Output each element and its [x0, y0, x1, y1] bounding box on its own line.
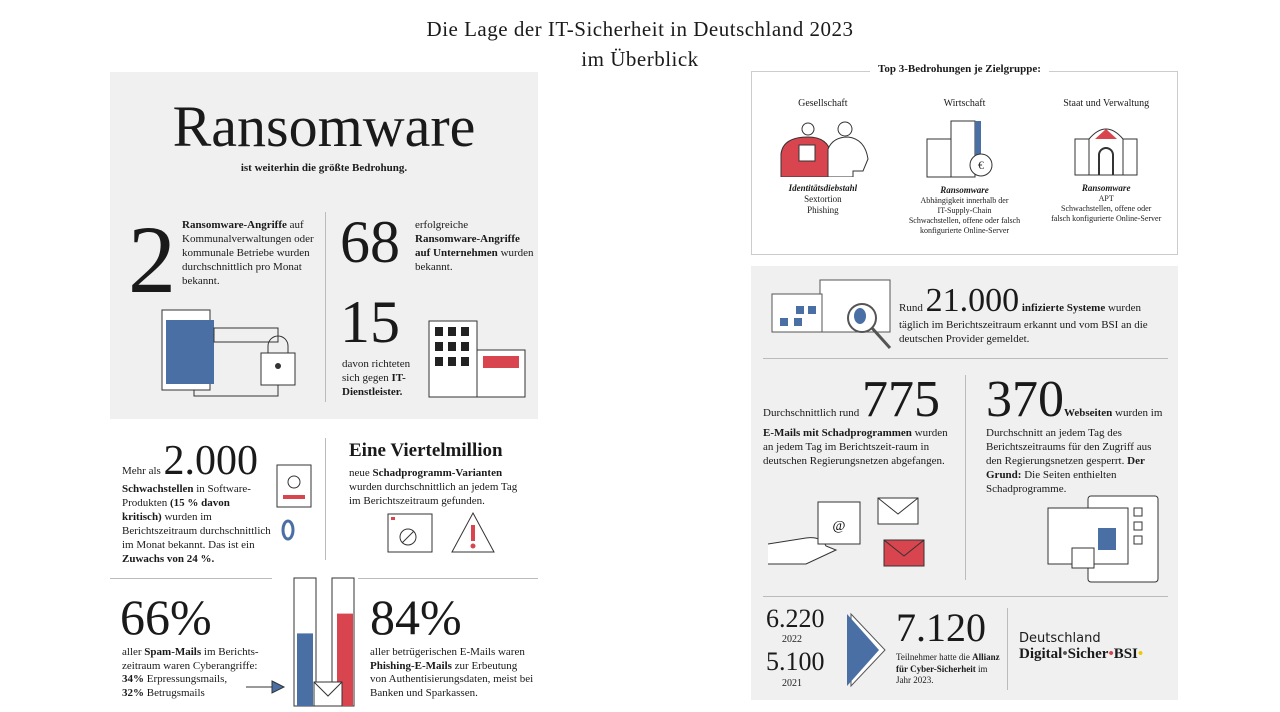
- spam-bar: [297, 633, 313, 706]
- malware-text: neue Schadprogramm-Varianten wurden durc…: [349, 467, 518, 507]
- government-panel: [751, 266, 1178, 700]
- vulns-block: Mehr als 2.000 Schwachstellen in Softwar…: [122, 440, 272, 566]
- stat-2-value: 2: [128, 206, 176, 313]
- alliance-2022-value: 6.220: [766, 604, 825, 633]
- ransomware-subtitle: ist weiterhin die größte Bedrohung.: [240, 162, 408, 174]
- emails-value: 775: [861, 371, 940, 428]
- group-gesellschaft: Gesellschaft Identitätsdiebstahl Sextort…: [752, 98, 894, 236]
- blocked-website-icon: [1047, 495, 1159, 583]
- arrow-right-icon: [246, 680, 286, 694]
- blocked-window-icon: [387, 513, 433, 553]
- office-building-icon: [428, 320, 526, 398]
- chained-device-icon: [276, 464, 312, 541]
- svg-text:€: €: [978, 158, 984, 172]
- locked-window-icon: [161, 309, 296, 397]
- spam-value: 66%: [120, 589, 212, 645]
- bsi-logo: Deutschland Digital•Sicher•BSI•: [1019, 631, 1144, 662]
- title-line-2: im Überblick: [581, 47, 699, 71]
- infected-value: 21.000: [925, 282, 1020, 319]
- alliance-text: Teilnehmer hatte die Allianz für Cyber-S…: [896, 652, 1000, 685]
- vulns-text: Schwachstellen in Software-Produkten (15…: [122, 483, 271, 565]
- top3-groups: Gesellschaft Identitätsdiebstahl Sextort…: [752, 98, 1177, 236]
- group-wirtschaft: Wirtschaft € Ransomware Abhängigkeit inn…: [908, 98, 1021, 235]
- emails-text: E-Mails mit Schadprogrammen wurden an je…: [763, 427, 948, 467]
- alliance-2022-year: 2022: [782, 634, 802, 645]
- infected-text: infizierte Systeme wurden täglich im Ber…: [899, 302, 1148, 345]
- vulns-pre: Mehr als: [122, 465, 164, 477]
- malware-scan-icon: [771, 279, 892, 350]
- warning-triangle-icon: [451, 511, 495, 553]
- people-icon: [780, 121, 869, 177]
- alliance-2021-value: 5.100: [766, 647, 825, 676]
- ransomware-heading: Ransomware: [172, 94, 476, 159]
- spam-text: aller Spam-Mails im Berichts-zeitraum wa…: [122, 646, 259, 699]
- emails-pre: Durchschnittlich rund: [763, 407, 862, 419]
- stat-68-text: erfolgreiche Ransomware-Angriffe auf Unt…: [415, 219, 534, 273]
- websites-text: Webseiten wurden im Durchschnitt an jede…: [986, 407, 1163, 495]
- alliance-value: 7.120: [896, 605, 986, 650]
- building-euro-icon: €: [926, 120, 992, 178]
- stat-2-text: Ransomware-Angriffe auf Kommunalverwaltu…: [182, 219, 314, 287]
- svg-text:@: @: [833, 519, 846, 534]
- stat-68-value: 68: [340, 209, 400, 275]
- infected-block: Rund 21.000 infizierte Systeme wurden tä…: [899, 284, 1161, 346]
- spam-phishing-bars: [293, 577, 355, 707]
- websites-block: 370Webseiten wurden im Durchschnitt an j…: [986, 374, 1168, 496]
- top3-heading: Top 3-Bedrohungen je Zielgruppe:: [870, 63, 1049, 75]
- title-line-1: Die Lage der IT-Sicherheit in Deutschlan…: [426, 17, 854, 41]
- group-staat: Staat und Verwaltung Ransomware APT Schwa…: [1051, 98, 1162, 223]
- phishing-value: 84%: [370, 589, 462, 645]
- vulns-value: 2.000: [163, 438, 259, 484]
- malware-heading: Eine Viertelmillion: [349, 440, 503, 461]
- stat-15-text: davon richteten sich gegen IT-Dienstleis…: [342, 358, 411, 398]
- envelope-icon: [313, 681, 343, 707]
- phishing-text: aller betrügerischen E-Mails waren Phish…: [370, 646, 534, 699]
- stat-15-value: 15: [340, 289, 400, 355]
- email-hand-icon: @: [767, 497, 925, 567]
- growth-arrow-icon: [847, 612, 886, 688]
- websites-value: 370: [986, 371, 1064, 428]
- alliance-2021-year: 2021: [782, 678, 802, 689]
- infected-pre: Rund: [899, 302, 926, 314]
- emails-block: Durchschnittlich rund 775 E-Mails mit Sc…: [763, 374, 958, 468]
- government-building-icon: [1074, 128, 1138, 176]
